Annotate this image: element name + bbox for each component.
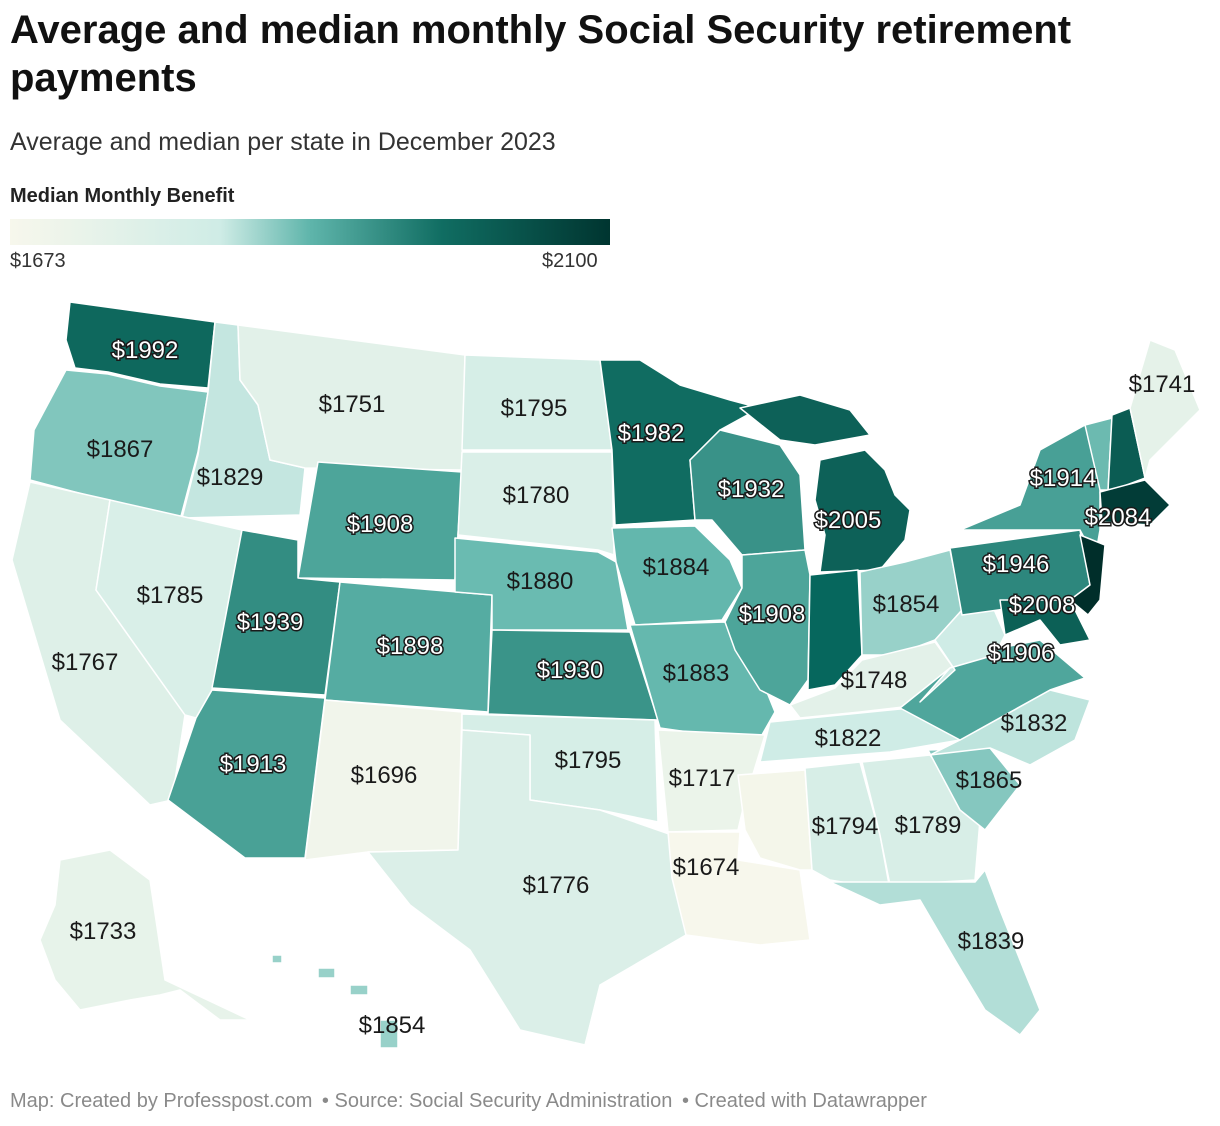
state-label-fl: $1839	[958, 928, 1025, 955]
state-in[interactable]	[807, 569, 863, 691]
legend-min-label: $1673	[10, 250, 66, 272]
state-label-hi: $1854	[359, 1012, 426, 1039]
state-il[interactable]	[724, 549, 811, 706]
state-ak[interactable]	[39, 849, 251, 1021]
state-label-nm: $1696	[351, 762, 418, 789]
state-tx[interactable]	[367, 729, 687, 1046]
state-label-md: $2008	[1009, 592, 1076, 619]
state-md[interactable]	[999, 599, 1091, 646]
state-label-wi: $1932	[718, 476, 785, 503]
state-label-pa: $1946	[983, 551, 1050, 578]
legend-title: Median Monthly Benefit	[10, 185, 235, 207]
state-nj[interactable]	[1069, 534, 1106, 616]
state-label-oh: $1854	[873, 591, 940, 618]
state-label-la: $1674	[673, 854, 740, 881]
state-label-ny: $1914	[1030, 465, 1097, 492]
state-ms[interactable]	[737, 769, 813, 871]
state-label-ky: $1748	[841, 667, 908, 694]
state-label-me: $1741	[1129, 371, 1196, 398]
state-label-or: $1867	[87, 436, 154, 463]
state-label-va: $1906	[988, 640, 1055, 667]
state-label-ar: $1717	[669, 765, 736, 792]
state-fl[interactable]	[829, 869, 1041, 1036]
state-nc[interactable]	[929, 689, 1091, 766]
legend-color-bar	[10, 219, 610, 245]
state-label-ca: $1767	[52, 649, 119, 676]
state-ia[interactable]	[611, 525, 743, 626]
state-sd[interactable]	[457, 451, 615, 556]
state-ar[interactable]	[657, 729, 766, 833]
state-label-id: $1829	[197, 464, 264, 491]
state-label-ma: $2084	[1085, 504, 1152, 531]
state-label-al: $1794	[812, 813, 879, 840]
us-choropleth-map: $1992 $1867 $1767 $1829 $1785 $1751 $1908 $1939…	[11, 301, 1201, 1049]
state-label-ok: $1795	[555, 747, 622, 774]
state-label-ia: $1884	[643, 554, 710, 581]
state-hi[interactable]	[271, 954, 399, 1049]
state-label-nv: $1785	[137, 582, 204, 609]
state-label-az: $1913	[220, 751, 287, 778]
state-label-ut: $1939	[237, 609, 304, 636]
state-label-tx: $1776	[523, 872, 590, 899]
state-me[interactable]	[1129, 339, 1201, 479]
state-label-ak: $1733	[70, 918, 137, 945]
state-la[interactable]	[667, 831, 811, 946]
state-label-tn: $1822	[815, 725, 882, 752]
state-mi[interactable]	[739, 394, 911, 573]
state-label-co: $1898	[377, 633, 444, 660]
source-credit: • Source: Social Security Administration	[321, 1090, 673, 1112]
state-label-sc: $1865	[956, 767, 1023, 794]
map-title: Average and median monthly Social Securi…	[10, 8, 1072, 100]
state-label-ne: $1880	[507, 568, 574, 595]
state-label-nc: $1832	[1001, 710, 1068, 737]
map-credit: Map: Created by Professpost.com	[10, 1090, 313, 1112]
state-ne[interactable]	[454, 537, 629, 631]
state-label-mt: $1751	[319, 391, 386, 418]
state-label-sd: $1780	[503, 482, 570, 509]
state-label-mo: $1883	[663, 660, 730, 687]
state-label-ks: $1930	[537, 657, 604, 684]
state-label-wy: $1908	[347, 511, 414, 538]
tool-credit: • Created with Datawrapper	[681, 1090, 927, 1112]
state-label-mi: $2005	[815, 507, 882, 534]
legend-max-label: $2100	[542, 250, 598, 272]
state-label-ga: $1789	[895, 812, 962, 839]
state-label-wa: $1992	[112, 337, 179, 364]
footer-credits: Map: Created by Professpost.com • Source…	[10, 1090, 931, 1113]
state-label-mn: $1982	[618, 420, 685, 447]
state-ma[interactable]	[1099, 479, 1171, 526]
state-label-nd: $1795	[501, 395, 568, 422]
state-label-il: $1908	[739, 601, 806, 628]
map-subtitle: Average and median per state in December…	[10, 128, 556, 156]
